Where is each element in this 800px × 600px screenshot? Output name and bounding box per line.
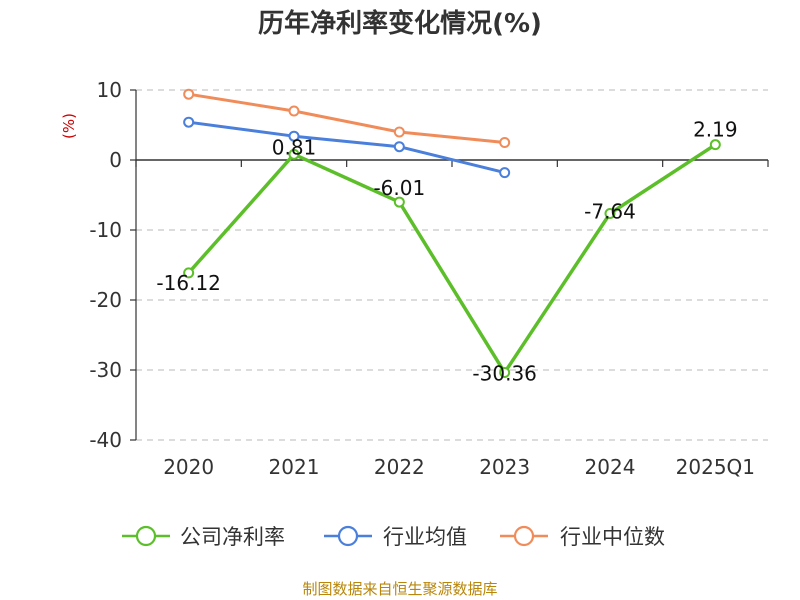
data-label: -16.12 xyxy=(156,271,220,295)
legend: 公司净利率 行业均值 行业中位数 xyxy=(122,525,665,549)
tick-labels: 10 0 -10 -20 -30 -40 2020 2021 2022 2023 2024 2025Q… xyxy=(89,78,755,479)
legend-label: 行业均值 xyxy=(383,525,467,549)
series-line xyxy=(187,92,507,144)
legend-label: 公司净利率 xyxy=(180,525,285,549)
x-tick-label: 2023 xyxy=(479,455,530,479)
chart-title: 历年净利率变化情况(%) xyxy=(258,8,542,39)
data-label: -7.64 xyxy=(584,199,636,223)
data-point xyxy=(183,267,195,279)
data-label: 0.81 xyxy=(272,135,317,159)
y-tick-label: 10 xyxy=(97,78,122,102)
data-label: -6.01 xyxy=(373,176,425,200)
data-point xyxy=(604,207,616,219)
data-point xyxy=(393,126,405,138)
x-tick-label: 2020 xyxy=(163,455,214,479)
data-point xyxy=(393,141,405,153)
data-label: -30.36 xyxy=(472,362,536,386)
legend-marker xyxy=(135,525,157,547)
x-tick-label: 2025Q1 xyxy=(676,455,755,479)
data-point xyxy=(709,139,721,151)
data-point xyxy=(183,116,195,128)
series-line xyxy=(187,120,507,175)
legend-marker xyxy=(513,525,535,547)
data-point xyxy=(288,148,300,160)
data-labels: -16.12 0.81 -6.01 -30.36 -7.64 2.19 xyxy=(156,118,737,386)
grid-lines xyxy=(136,89,768,441)
y-tick-label: -10 xyxy=(89,218,122,242)
data-point xyxy=(393,196,405,208)
x-tick-label: 2024 xyxy=(585,455,636,479)
data-point xyxy=(183,88,195,100)
data-point xyxy=(499,367,511,379)
y-axis-unit: (%) xyxy=(60,113,78,139)
x-tick-label: 2022 xyxy=(374,455,425,479)
source-note: 制图数据来自恒生聚源数据库 xyxy=(302,580,497,598)
series-line xyxy=(186,142,718,375)
series-lines xyxy=(186,92,718,375)
data-point xyxy=(499,137,511,148)
y-tick-label: -30 xyxy=(89,358,122,382)
x-tick-label: 2021 xyxy=(269,455,320,479)
legend-label: 行业中位数 xyxy=(560,525,665,549)
series-points xyxy=(183,88,721,379)
y-tick-label: -20 xyxy=(89,288,122,312)
data-point xyxy=(288,105,300,117)
y-tick-label: -40 xyxy=(89,428,122,452)
legend-marker xyxy=(337,525,359,547)
axes xyxy=(130,89,769,441)
data-point xyxy=(288,130,300,142)
y-tick-label: 0 xyxy=(109,148,122,172)
data-point xyxy=(499,167,511,179)
data-label: 2.19 xyxy=(693,118,738,142)
